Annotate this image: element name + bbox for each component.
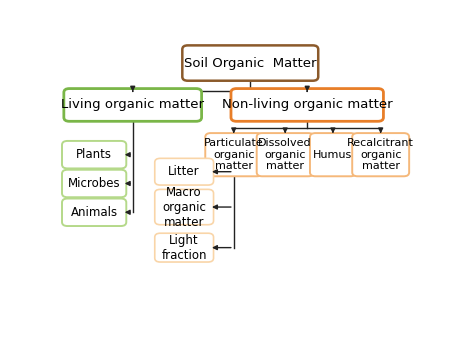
FancyBboxPatch shape xyxy=(310,133,356,176)
Text: Plants: Plants xyxy=(76,148,112,161)
FancyBboxPatch shape xyxy=(155,189,213,225)
FancyBboxPatch shape xyxy=(231,89,383,121)
FancyBboxPatch shape xyxy=(182,45,318,81)
Text: Microbes: Microbes xyxy=(68,177,120,190)
FancyBboxPatch shape xyxy=(205,133,262,176)
Text: Dissolved
organic
matter: Dissolved organic matter xyxy=(258,138,312,171)
FancyBboxPatch shape xyxy=(62,170,126,197)
Text: Particulate
organic
matter: Particulate organic matter xyxy=(204,138,264,171)
Text: Soil Organic  Matter: Soil Organic Matter xyxy=(184,56,317,70)
Text: Litter: Litter xyxy=(168,165,200,178)
FancyBboxPatch shape xyxy=(62,141,126,168)
FancyBboxPatch shape xyxy=(62,199,126,226)
FancyBboxPatch shape xyxy=(257,133,314,176)
FancyBboxPatch shape xyxy=(155,233,213,262)
Text: Living organic matter: Living organic matter xyxy=(61,99,204,112)
Text: Macro
organic
matter: Macro organic matter xyxy=(162,186,206,228)
Text: Non-living organic matter: Non-living organic matter xyxy=(222,99,392,112)
Text: Recalcitrant
organic
matter: Recalcitrant organic matter xyxy=(347,138,414,171)
FancyBboxPatch shape xyxy=(352,133,409,176)
Text: Humus: Humus xyxy=(313,150,353,160)
FancyBboxPatch shape xyxy=(155,158,213,185)
Text: Animals: Animals xyxy=(71,206,118,219)
Text: Light
fraction: Light fraction xyxy=(162,234,207,261)
FancyBboxPatch shape xyxy=(64,89,201,121)
